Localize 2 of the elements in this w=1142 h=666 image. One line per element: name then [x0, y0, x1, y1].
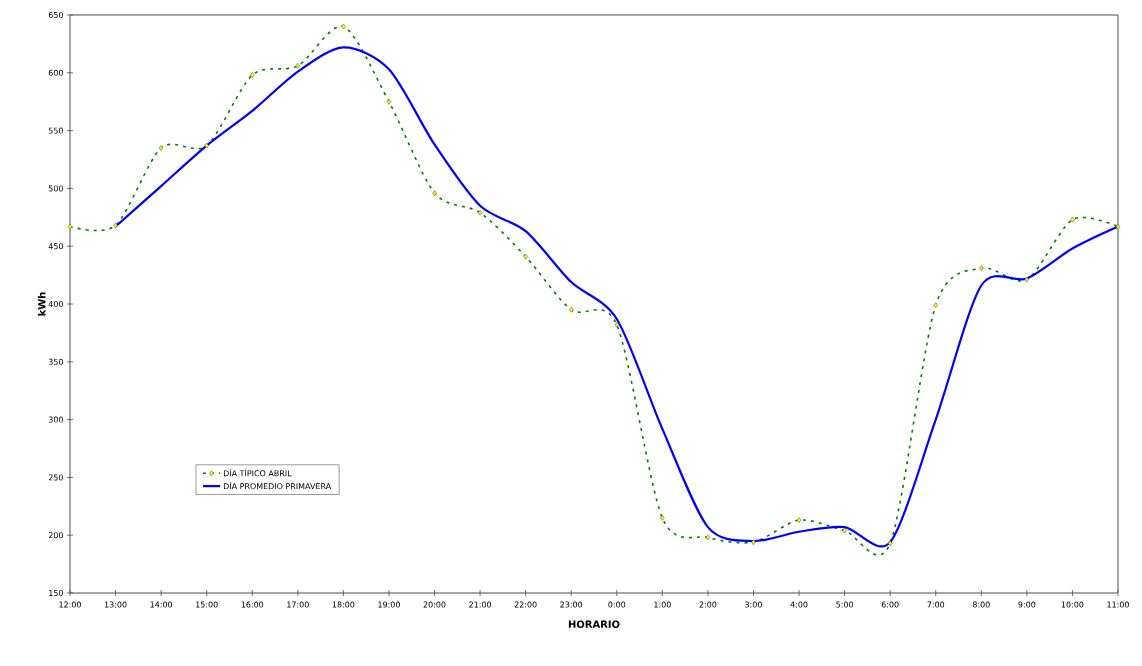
x-axis-title: HORARIO — [568, 620, 620, 628]
y-axis-title: kWh — [37, 292, 46, 316]
